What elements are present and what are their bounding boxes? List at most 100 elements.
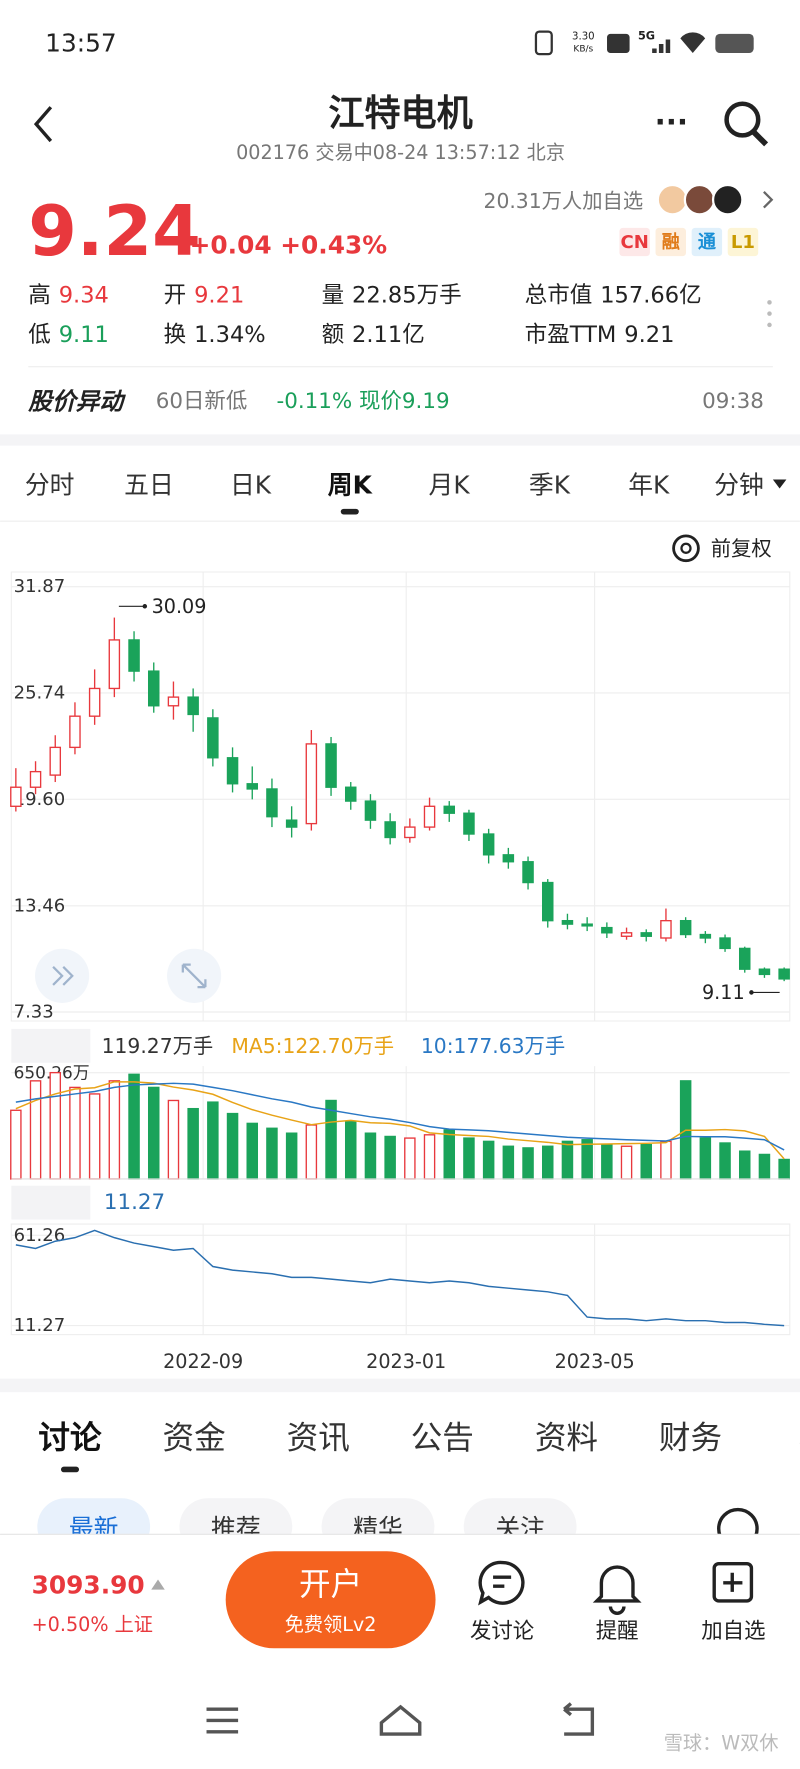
- chart-tab[interactable]: 季K: [529, 471, 571, 500]
- action-label[interactable]: 发讨论: [470, 1619, 534, 1644]
- candle-body: [167, 696, 180, 707]
- nav-back[interactable]: [563, 1702, 595, 1736]
- candle-body: [305, 743, 318, 825]
- candle-body: [463, 812, 475, 835]
- badge-bg: [655, 227, 686, 257]
- volume-bar: [778, 1158, 790, 1180]
- discuss-icon[interactable]: [478, 1560, 525, 1606]
- avatar: [683, 183, 716, 216]
- discussion-tab[interactable]: 公告: [411, 1420, 474, 1456]
- action-label[interactable]: 加自选: [701, 1619, 765, 1644]
- volume-bar: [128, 1073, 140, 1180]
- band: [0, 1378, 800, 1393]
- panel-latest: 11.27: [104, 1190, 165, 1215]
- chart-tab[interactable]: 五日: [124, 471, 174, 500]
- ma-line: [15, 1081, 785, 1160]
- annotation: 30.09: [152, 595, 207, 618]
- y-tick-label: 19.60: [14, 789, 66, 810]
- alarm-icon[interactable]: [592, 1565, 642, 1615]
- volume-bar: [601, 1143, 613, 1180]
- volume-bar: [226, 1112, 239, 1180]
- candle-body: [738, 947, 751, 970]
- discussion-tab[interactable]: 资料: [535, 1420, 598, 1456]
- hd-icon: [607, 33, 630, 54]
- open-account-button[interactable]: 开户 免费领Lv2: [225, 1551, 436, 1649]
- volume-bar: [147, 1086, 160, 1180]
- chart-tab[interactable]: 月K: [429, 471, 471, 500]
- ma-line: [15, 1082, 785, 1151]
- add-watch-icon[interactable]: [712, 1561, 754, 1603]
- volume-bar: [364, 1132, 377, 1180]
- volume-bar: [482, 1140, 495, 1180]
- chart-tab[interactable]: 分时: [25, 471, 75, 500]
- adjust-button[interactable]: 前复权: [672, 534, 772, 563]
- candle-body: [719, 937, 731, 950]
- nav-home[interactable]: [379, 1704, 422, 1736]
- dot: [767, 322, 772, 328]
- index-value: 3093.90: [32, 1571, 145, 1600]
- discussion-tab[interactable]: 资金: [163, 1420, 226, 1456]
- discussion-tab[interactable]: 材: [799, 1420, 800, 1456]
- band: [0, 434, 800, 446]
- back-button[interactable]: [33, 106, 53, 143]
- stat-value: 9.11: [59, 322, 109, 348]
- volume-bar: [463, 1137, 475, 1180]
- stat-value: 9.21: [194, 283, 244, 309]
- candle-body: [482, 833, 495, 856]
- more-button[interactable]: ···: [655, 105, 688, 139]
- volume-bar: [88, 1093, 101, 1180]
- wifi: [680, 32, 706, 54]
- candle-body: [344, 786, 357, 802]
- avatar: [656, 183, 689, 216]
- volume-bar: [443, 1129, 456, 1180]
- stat-value: 9.34: [59, 283, 109, 309]
- stat-label: 高: [28, 283, 51, 309]
- y-tick-label: 11.27: [14, 1315, 66, 1336]
- stat-label: 开: [164, 283, 187, 309]
- stat-value: 22.85万手: [352, 283, 462, 309]
- speed-unit: KB/s: [573, 45, 593, 55]
- candle-body: [285, 819, 298, 828]
- volume-bar: [384, 1135, 396, 1180]
- chart-tab[interactable]: 日K: [230, 471, 272, 500]
- stock-name: 江特电机: [328, 91, 472, 134]
- candle-body: [601, 926, 613, 934]
- volume-bar: [266, 1127, 278, 1180]
- volume-bar: [207, 1101, 219, 1180]
- x-tick-label: 2022-09: [163, 1350, 243, 1373]
- discussion-tab[interactable]: 财务: [659, 1420, 722, 1456]
- search-button[interactable]: [724, 101, 769, 147]
- avatar: [711, 183, 744, 216]
- chart-tab[interactable]: 年K: [628, 471, 670, 500]
- x-tick-label: 2023-05: [555, 1350, 635, 1373]
- volume-bar: [660, 1140, 672, 1180]
- y-tick-label: 13.46: [14, 895, 66, 916]
- y-tick-label: 7.33: [14, 1001, 54, 1022]
- chart-tab[interactable]: 分钟: [714, 471, 764, 500]
- panel-latest: 119.27万手: [102, 1034, 214, 1058]
- volume-bar: [719, 1142, 731, 1180]
- candle-body: [423, 805, 436, 828]
- nav-menu[interactable]: [206, 1707, 239, 1734]
- discussion-tab[interactable]: 讨论: [38, 1420, 102, 1456]
- action-label[interactable]: 提醒: [596, 1619, 639, 1644]
- candle-body: [384, 821, 396, 839]
- chart-tab[interactable]: 周K: [328, 471, 373, 500]
- time: 13:57: [45, 28, 117, 57]
- stat-value: 2.11亿: [352, 322, 425, 348]
- volume-bar: [581, 1139, 593, 1180]
- stat-value: 157.66亿: [600, 283, 701, 309]
- panel-frame: [10, 1223, 791, 1336]
- battery: [715, 33, 754, 54]
- candle-body: [522, 861, 534, 884]
- candle-body: [778, 968, 790, 980]
- stat-label: 低: [28, 322, 51, 348]
- followers-arrow[interactable]: [763, 190, 774, 209]
- stat-label: 总市值: [525, 283, 593, 309]
- candle-body: [561, 919, 574, 925]
- discussion-tab[interactable]: 资讯: [287, 1420, 350, 1456]
- annotation: 9.11: [702, 981, 745, 1004]
- x-tick-label: 2023-01: [366, 1350, 446, 1373]
